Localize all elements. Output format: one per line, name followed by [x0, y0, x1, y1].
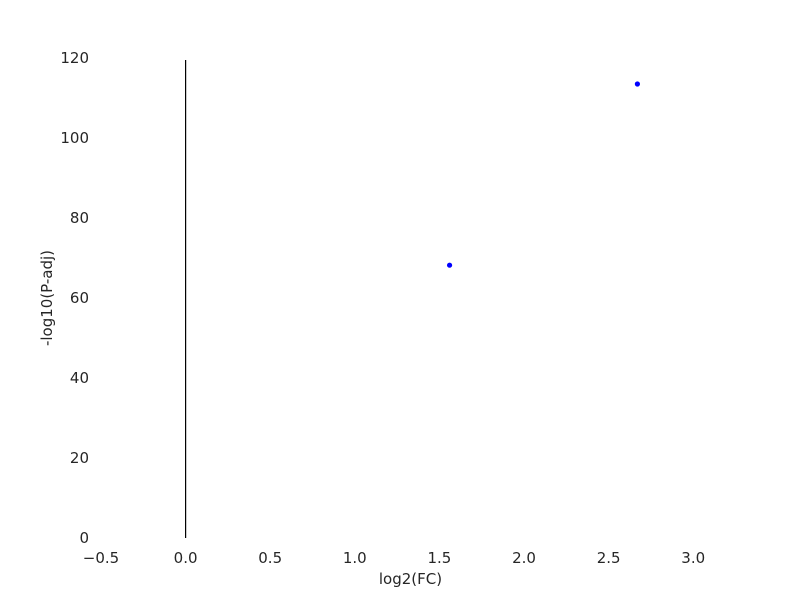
x-tick-label: 0.5	[258, 549, 282, 567]
data-point	[446, 262, 453, 268]
y-tick-label: 0	[79, 529, 89, 547]
x-tick-label: 1.5	[427, 549, 451, 567]
y-tick-label: 120	[60, 49, 89, 67]
x-tick-label: 2.5	[597, 549, 621, 567]
x-axis-ticks: −0.5 0.0 0.5 1.0 1.5 2.0 2.5 3.0	[83, 549, 705, 567]
data-points	[446, 81, 640, 268]
y-tick-label: 80	[70, 209, 89, 227]
y-axis-ticks: 0 20 40 60 80 100 120	[60, 49, 89, 547]
y-tick-label: 100	[60, 129, 89, 147]
x-tick-label: 2.0	[512, 549, 536, 567]
y-axis-label: -log10(P-adj)	[38, 250, 56, 346]
y-tick-label: 60	[70, 289, 89, 307]
x-tick-label: −0.5	[83, 549, 119, 567]
y-tick-label: 20	[70, 449, 89, 467]
x-tick-label: 1.0	[343, 549, 367, 567]
y-tick-label: 40	[70, 369, 89, 387]
x-tick-label: 3.0	[681, 549, 705, 567]
data-point	[634, 81, 640, 87]
x-tick-label: 0.0	[174, 549, 198, 567]
x-axis-label: log2(FC)	[379, 570, 442, 588]
